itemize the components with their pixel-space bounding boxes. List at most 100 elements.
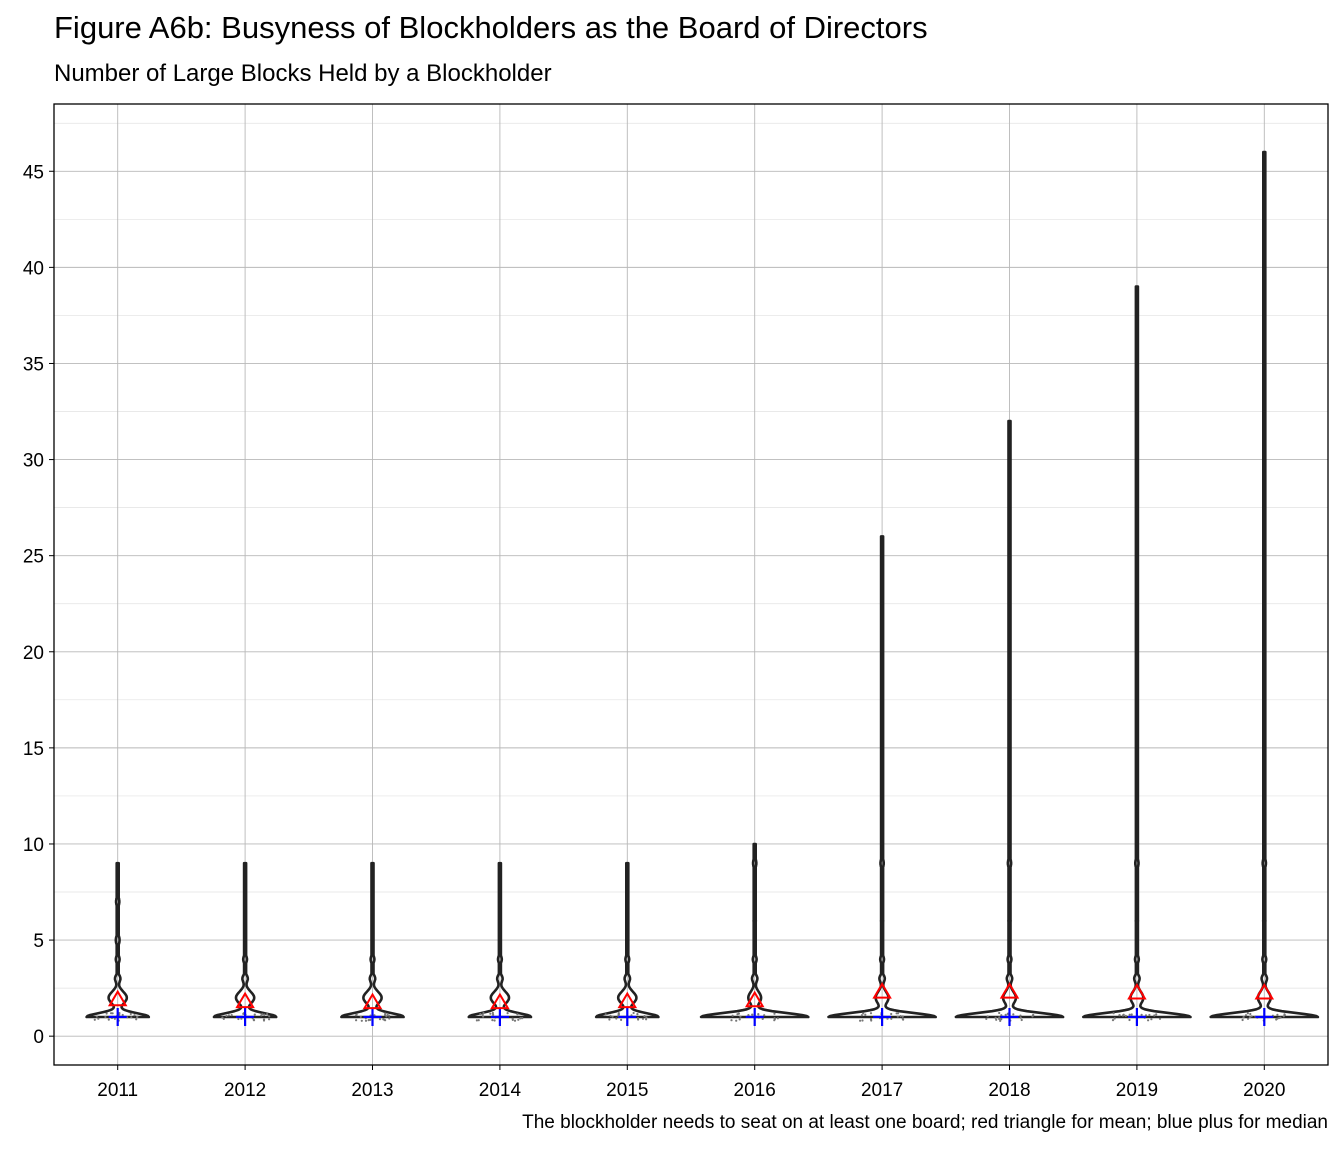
- jitter-point: [896, 1015, 899, 1018]
- jitter-point: [985, 1017, 988, 1021]
- violin-2013: [340, 861, 405, 1019]
- jitter-point: [489, 1012, 492, 1015]
- violin-2018: [954, 419, 1065, 1019]
- jitter-point: [643, 1015, 646, 1018]
- jitter-point: [1155, 1013, 1158, 1016]
- y-tick-label: 45: [23, 162, 44, 183]
- jitter-point: [367, 1019, 370, 1022]
- jitter-point: [93, 1018, 96, 1021]
- median-marker-2012: [236, 1007, 255, 1026]
- jitter-point: [1248, 1016, 1251, 1019]
- jitter-point: [861, 1019, 864, 1022]
- jitter-point: [1000, 1017, 1003, 1020]
- jitter-point: [262, 1019, 266, 1022]
- jitter-point: [104, 1015, 107, 1019]
- mean-marker-2011: [107, 989, 128, 1007]
- jitter-point: [859, 1019, 862, 1022]
- jitter-point: [97, 1017, 100, 1020]
- jitter-point: [133, 1014, 136, 1017]
- jitter-point: [263, 1013, 266, 1016]
- mean-marker-2012: [235, 991, 255, 1009]
- violin-2020: [1209, 150, 1320, 1019]
- y-tick-label: 5: [33, 931, 44, 952]
- jitter-point: [475, 1019, 478, 1022]
- jitter-point: [1153, 1014, 1156, 1017]
- median-marker-2015: [618, 1007, 637, 1026]
- jitter-point: [136, 1016, 139, 1019]
- jitter-point: [253, 1013, 256, 1016]
- jitter-point: [252, 1019, 256, 1022]
- jitter-point: [773, 1012, 776, 1015]
- jitter-point: [378, 1018, 382, 1021]
- jitter-point: [383, 1018, 386, 1021]
- jitter-point: [1249, 1012, 1252, 1016]
- jitter-point: [1019, 1014, 1022, 1017]
- jitter-point: [1276, 1013, 1279, 1017]
- jitter-point: [615, 1017, 618, 1020]
- jitter-point: [751, 1013, 754, 1016]
- jitter-point: [1004, 1013, 1007, 1016]
- jitter-point: [511, 1017, 514, 1020]
- jitter-point: [608, 1018, 611, 1021]
- jitter-point: [1118, 1014, 1121, 1017]
- median-marker-2020: [1255, 1007, 1274, 1026]
- median-marker-2013: [363, 1007, 382, 1026]
- jitter-point: [998, 1016, 1001, 1019]
- y-tick-label: 0: [33, 1027, 44, 1048]
- jitter-point: [364, 1019, 368, 1022]
- jitter-point: [1031, 1015, 1034, 1018]
- jitter-point: [645, 1018, 648, 1021]
- jitter-point: [890, 1012, 893, 1016]
- violin-2015: [594, 861, 660, 1019]
- jitter-point: [641, 1017, 645, 1020]
- jitter-point: [261, 1013, 264, 1016]
- mean-marker-2015: [617, 991, 638, 1009]
- mean-marker-2013: [362, 992, 383, 1010]
- jitter-point: [1128, 1013, 1131, 1016]
- jitter-point: [1246, 1017, 1250, 1020]
- y-tick-label: 10: [23, 835, 44, 856]
- jitter-point: [886, 1017, 889, 1020]
- jitter-point: [617, 1013, 620, 1016]
- x-tick-label: 2019: [1116, 1080, 1158, 1101]
- jitter-point: [1130, 1013, 1133, 1016]
- jitter-point: [901, 1015, 904, 1018]
- jitter-point: [1020, 1018, 1023, 1022]
- axes: 0 5 10 15 20 25 30 35 40 45 2011 2012 2013 2014 2015 20…: [23, 162, 1286, 1101]
- x-tick-label: 2016: [734, 1080, 776, 1101]
- jitter-point: [1128, 1018, 1131, 1022]
- jitter-point: [491, 1011, 494, 1015]
- jitter-point: [1246, 1012, 1249, 1015]
- jitter-point: [757, 1013, 760, 1016]
- jitter-point: [999, 1019, 1002, 1023]
- jitter-point: [862, 1012, 865, 1015]
- jitter-point: [118, 1012, 121, 1015]
- violin-2017: [827, 535, 937, 1019]
- jitter-point: [860, 1014, 864, 1017]
- jitter-point: [986, 1015, 989, 1018]
- jitter-point: [354, 1014, 358, 1017]
- x-tick-label: 2020: [1243, 1080, 1285, 1101]
- jitter-point: [388, 1014, 391, 1017]
- jitter-point: [107, 1018, 110, 1021]
- jitter-point: [369, 1018, 372, 1022]
- jitter-point: [1241, 1018, 1244, 1022]
- violin-2016: [699, 842, 810, 1019]
- median-marker-2018: [1000, 1007, 1019, 1026]
- jitter-point: [870, 1019, 873, 1022]
- jitter-point: [266, 1013, 269, 1016]
- jitter-point: [1250, 1015, 1253, 1018]
- jitter-point: [240, 1017, 243, 1020]
- jitter-point: [1276, 1017, 1279, 1020]
- jitter-point: [225, 1014, 228, 1018]
- jitter-point: [632, 1011, 635, 1015]
- x-tick-label: 2012: [224, 1080, 266, 1101]
- jitter-point: [230, 1014, 233, 1017]
- jitter-point: [492, 1013, 495, 1016]
- jitter-point: [242, 1012, 245, 1016]
- jitter-point: [1150, 1018, 1153, 1021]
- jitter-point: [1111, 1019, 1115, 1022]
- y-tick-label: 40: [23, 258, 44, 279]
- mean-marker-2018: [999, 981, 1020, 999]
- jitter-point: [738, 1018, 741, 1021]
